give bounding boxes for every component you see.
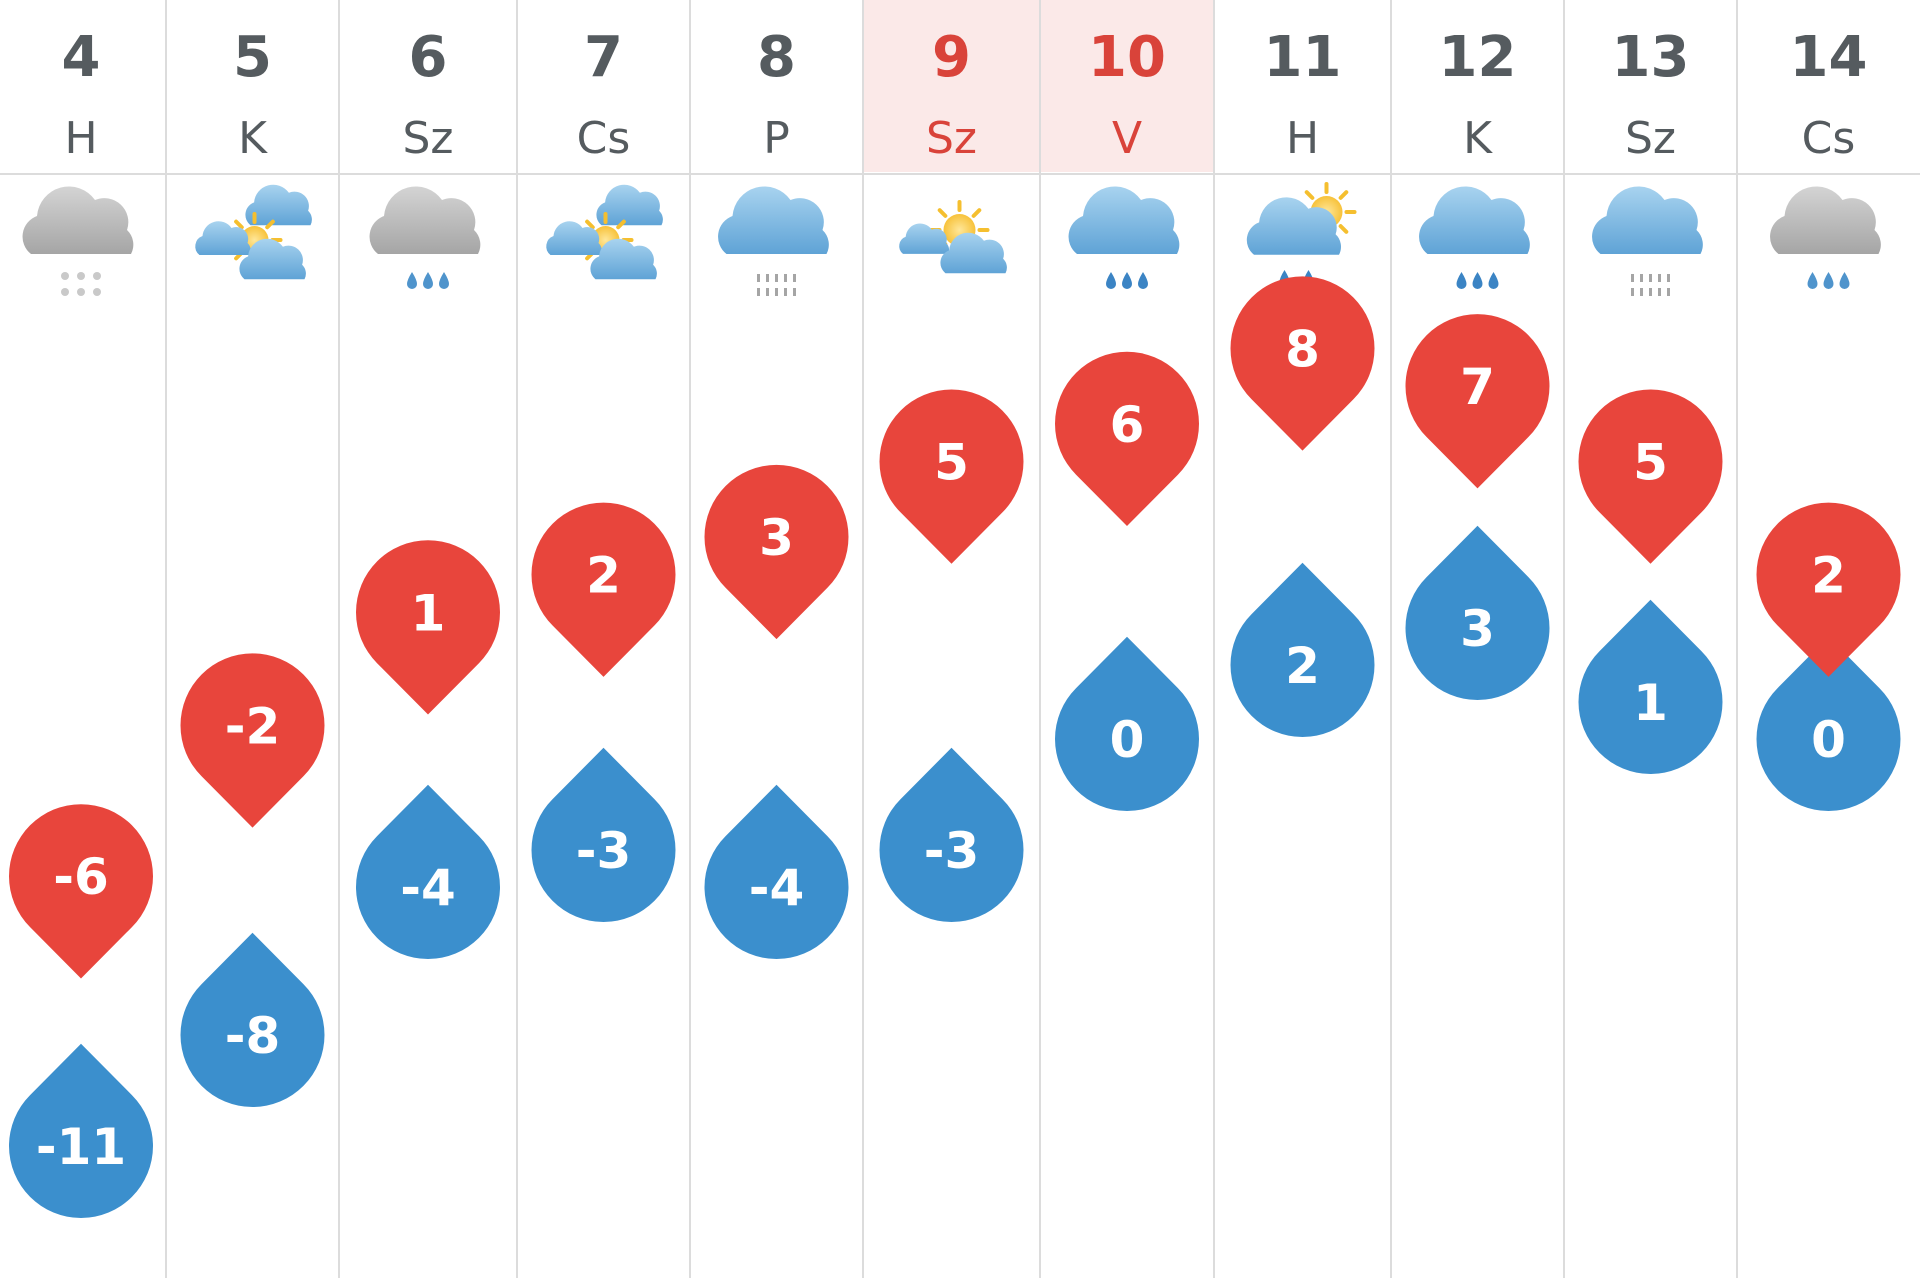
min-temp-label: 3 — [1460, 600, 1495, 658]
min-temp-label: -8 — [225, 1007, 281, 1065]
max-temp-label: 5 — [1633, 434, 1668, 492]
max-temp-pin — [1756, 502, 1901, 677]
min-temp-label: -4 — [400, 859, 456, 917]
max-temp-label: 1 — [411, 584, 446, 642]
day-number: 11 — [1264, 25, 1342, 90]
min-temp-drop — [180, 932, 325, 1108]
min-temp-drop — [531, 747, 676, 923]
cloud-drizzle-icon — [718, 186, 829, 296]
max-temp-label: 3 — [759, 509, 794, 567]
max-temp-label: 2 — [1811, 547, 1846, 605]
weekday-label: Sz — [402, 113, 453, 164]
sun-cloud-rain-icon — [1246, 182, 1357, 287]
max-temp-pin — [1578, 389, 1723, 564]
max-temp-pin — [1230, 276, 1375, 451]
min-temp-label: 0 — [1811, 711, 1846, 769]
cloud-snow-icon — [22, 186, 134, 296]
max-temp-pin — [356, 540, 500, 715]
day-number: 5 — [233, 25, 272, 90]
min-temp-label: 0 — [1110, 711, 1145, 769]
day-number: 4 — [62, 25, 101, 90]
min-temp-drop — [879, 747, 1024, 923]
day-number: 14 — [1790, 25, 1868, 90]
min-temp-drop — [1578, 599, 1723, 775]
weekday-label: K — [1463, 113, 1493, 164]
weekday-label: Sz — [926, 113, 977, 164]
min-temp-label: 2 — [1285, 637, 1320, 695]
day-number: 7 — [584, 25, 623, 90]
max-temp-label: 5 — [934, 434, 969, 492]
weekday-label: H — [64, 113, 97, 164]
day-number: 12 — [1439, 25, 1517, 90]
cloud-sleet-icon — [1770, 186, 1881, 289]
max-temp-pin — [1055, 351, 1199, 527]
sun-clouds-icon — [546, 184, 663, 280]
min-temp-drop — [1230, 562, 1375, 738]
weekday-label: V — [1112, 113, 1142, 164]
min-temp-drop — [704, 784, 849, 960]
min-temp-drop — [9, 1043, 154, 1219]
min-temp-drop — [1756, 636, 1901, 812]
max-temp-label: 2 — [586, 547, 621, 605]
weekday-label: Cs — [577, 113, 631, 164]
weekday-label: P — [763, 113, 790, 164]
max-temp-pin — [180, 653, 325, 828]
min-temp-label: -3 — [924, 822, 980, 880]
cloud-drizzle-icon — [1592, 186, 1703, 296]
day-number: 8 — [757, 25, 796, 90]
max-temp-pin — [704, 464, 849, 640]
min-temp-label: 1 — [1633, 674, 1668, 732]
max-temp-pin — [9, 804, 154, 979]
weekday-label: Cs — [1802, 113, 1856, 164]
sun-cloud-icon — [899, 200, 1007, 274]
weekday-label: Sz — [1625, 113, 1676, 164]
min-temp-drop — [1055, 636, 1199, 812]
day-number: 9 — [932, 25, 971, 90]
max-temp-pin — [879, 389, 1024, 564]
cloud-rain-icon — [1068, 186, 1180, 289]
min-temp-label: -11 — [36, 1118, 126, 1176]
cloud-sleet-icon — [369, 186, 481, 289]
weekend-header-bg — [1040, 0, 1214, 172]
max-temp-pin — [1405, 314, 1550, 489]
weekday-label: H — [1286, 113, 1319, 164]
max-temp-label: -6 — [53, 848, 109, 906]
max-temp-label: 7 — [1460, 358, 1495, 416]
max-temp-label: 6 — [1110, 396, 1145, 454]
min-temp-label: -4 — [749, 859, 805, 917]
weekend-header-bg — [863, 0, 1040, 172]
min-temp-drop — [356, 784, 500, 960]
cloud-rain-icon — [1419, 186, 1530, 289]
sun-clouds-icon — [195, 184, 312, 280]
min-temp-label: -3 — [576, 822, 632, 880]
max-temp-label: 8 — [1285, 320, 1320, 378]
day-number: 13 — [1612, 25, 1690, 90]
day-number: 6 — [409, 25, 448, 90]
max-temp-label: -2 — [225, 697, 281, 755]
day-number: 10 — [1088, 25, 1166, 90]
min-temp-drop — [1405, 525, 1550, 701]
weekday-label: K — [238, 113, 268, 164]
max-temp-pin — [531, 502, 676, 677]
